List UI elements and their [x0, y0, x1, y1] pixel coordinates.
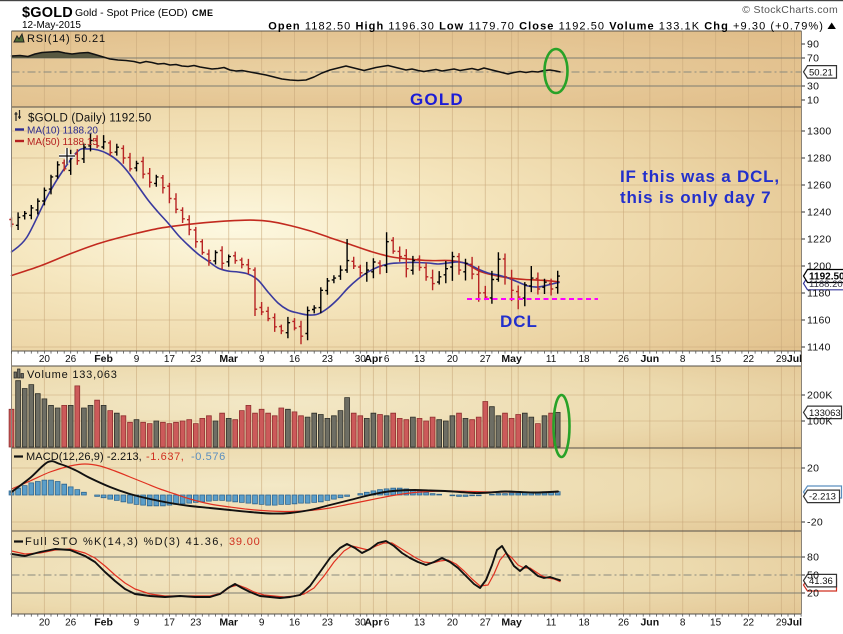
- svg-text:27: 27: [480, 618, 492, 629]
- svg-text:1180: 1180: [807, 288, 831, 300]
- svg-text:39.00: 39.00: [229, 536, 261, 548]
- svg-text:18: 18: [578, 618, 590, 629]
- svg-text:1280: 1280: [807, 153, 832, 165]
- svg-text:200K: 200K: [807, 390, 833, 402]
- svg-text:Apr: Apr: [364, 617, 382, 629]
- svg-text:100K: 100K: [807, 416, 833, 428]
- svg-text:this is only day 7: this is only day 7: [620, 188, 771, 207]
- svg-text:1300: 1300: [807, 126, 832, 138]
- svg-text:23: 23: [322, 354, 334, 365]
- svg-text:$GOLD (Daily) 1192.50: $GOLD (Daily) 1192.50: [28, 113, 152, 125]
- svg-text:30: 30: [807, 81, 819, 93]
- svg-text:20: 20: [39, 354, 51, 365]
- svg-text:GOLD: GOLD: [410, 90, 464, 109]
- svg-text:9: 9: [259, 354, 265, 365]
- svg-text:Jun: Jun: [640, 353, 659, 365]
- svg-text:20: 20: [807, 463, 819, 475]
- svg-text:Apr: Apr: [364, 353, 382, 365]
- svg-text:1240: 1240: [807, 207, 832, 219]
- svg-text:Jun: Jun: [640, 617, 659, 629]
- svg-text:Gold - Spot Price (EOD): Gold - Spot Price (EOD): [75, 7, 188, 19]
- svg-text:Jul: Jul: [787, 353, 802, 365]
- svg-text:13: 13: [414, 354, 426, 365]
- svg-text:IF this was a DCL,: IF this was a DCL,: [620, 167, 780, 186]
- svg-text:9: 9: [259, 618, 265, 629]
- svg-text:41.36: 41.36: [809, 576, 833, 587]
- svg-text:1140: 1140: [807, 342, 831, 354]
- svg-text:26: 26: [618, 354, 630, 365]
- svg-text:20: 20: [39, 618, 51, 629]
- svg-text:1260: 1260: [807, 180, 832, 192]
- svg-text:8: 8: [680, 618, 686, 629]
- svg-text:MA(50) 1188.15: MA(50) 1188.15: [27, 137, 98, 148]
- svg-text:Mar: Mar: [219, 617, 238, 629]
- svg-text:50.21: 50.21: [809, 67, 833, 78]
- svg-text:-20: -20: [807, 517, 823, 529]
- svg-text:-0.576: -0.576: [191, 451, 226, 463]
- svg-text:$GOLD: $GOLD: [22, 5, 73, 21]
- svg-text:23: 23: [190, 354, 202, 365]
- svg-text:11: 11: [546, 618, 557, 629]
- svg-text:20: 20: [807, 588, 819, 600]
- svg-text:15: 15: [710, 618, 722, 629]
- svg-text:13: 13: [414, 618, 426, 629]
- svg-text:8: 8: [680, 354, 686, 365]
- svg-text:20: 20: [447, 618, 459, 629]
- svg-text:Volume 133,063: Volume 133,063: [27, 369, 118, 381]
- svg-text:1160: 1160: [807, 315, 831, 327]
- svg-text:26: 26: [65, 618, 77, 629]
- svg-text:80: 80: [807, 552, 819, 564]
- svg-text:MACD(12,26,9) -2.213,: MACD(12,26,9) -2.213,: [26, 451, 142, 463]
- svg-text:9: 9: [134, 354, 140, 365]
- svg-text:12-May-2015: 12-May-2015: [22, 20, 81, 31]
- svg-text:22: 22: [743, 354, 755, 365]
- svg-text:1220: 1220: [807, 234, 832, 246]
- svg-text:50: 50: [807, 570, 819, 582]
- svg-text:16: 16: [289, 354, 301, 365]
- svg-text:23: 23: [322, 618, 334, 629]
- svg-text:17: 17: [164, 354, 176, 365]
- svg-text:22: 22: [743, 618, 755, 629]
- svg-text:17: 17: [164, 618, 176, 629]
- svg-text:26: 26: [618, 618, 630, 629]
- svg-text:May: May: [501, 617, 522, 629]
- svg-text:1192.50: 1192.50: [809, 271, 843, 282]
- svg-text:Mar: Mar: [219, 353, 238, 365]
- svg-text:10: 10: [807, 95, 819, 107]
- svg-text:-2.213: -2.213: [809, 492, 836, 503]
- svg-text:Full STO %K(14,3) %D(3) 41.36,: Full STO %K(14,3) %D(3) 41.36,: [25, 536, 224, 548]
- svg-text:-1.637,: -1.637,: [146, 451, 184, 463]
- svg-text:27: 27: [480, 354, 492, 365]
- svg-text:70: 70: [807, 53, 819, 65]
- svg-text:CME: CME: [192, 8, 214, 18]
- svg-text:29: 29: [776, 618, 788, 629]
- svg-text:133063: 133063: [809, 408, 841, 419]
- svg-text:90: 90: [807, 39, 819, 51]
- svg-text:11: 11: [546, 354, 557, 365]
- svg-text:18: 18: [578, 354, 590, 365]
- svg-text:6: 6: [384, 354, 390, 365]
- svg-text:Feb: Feb: [94, 353, 113, 365]
- svg-text:29: 29: [776, 354, 788, 365]
- svg-text:© StockCharts.com: © StockCharts.com: [742, 4, 838, 16]
- svg-text:30: 30: [355, 354, 367, 365]
- svg-text:Open 1182.50 High 1196.30 Low: Open 1182.50 High 1196.30 Low 1179.70 Cl…: [268, 21, 824, 33]
- svg-text:15: 15: [710, 354, 722, 365]
- svg-text:1188.20: 1188.20: [809, 279, 843, 290]
- svg-text:1200: 1200: [807, 261, 832, 273]
- svg-text:Feb: Feb: [94, 617, 113, 629]
- svg-text:20: 20: [447, 354, 459, 365]
- svg-text:RSI(14) 50.21: RSI(14) 50.21: [27, 33, 106, 45]
- svg-text:DCL: DCL: [500, 312, 538, 331]
- svg-text:23: 23: [190, 618, 202, 629]
- svg-text:30: 30: [355, 618, 367, 629]
- svg-text:16: 16: [289, 618, 301, 629]
- svg-text:MA(10) 1188.20: MA(10) 1188.20: [27, 126, 98, 137]
- svg-text:May: May: [501, 353, 522, 365]
- svg-text:6: 6: [384, 618, 390, 629]
- svg-text:26: 26: [65, 354, 77, 365]
- svg-text:9: 9: [134, 618, 140, 629]
- svg-text:Jul: Jul: [787, 617, 802, 629]
